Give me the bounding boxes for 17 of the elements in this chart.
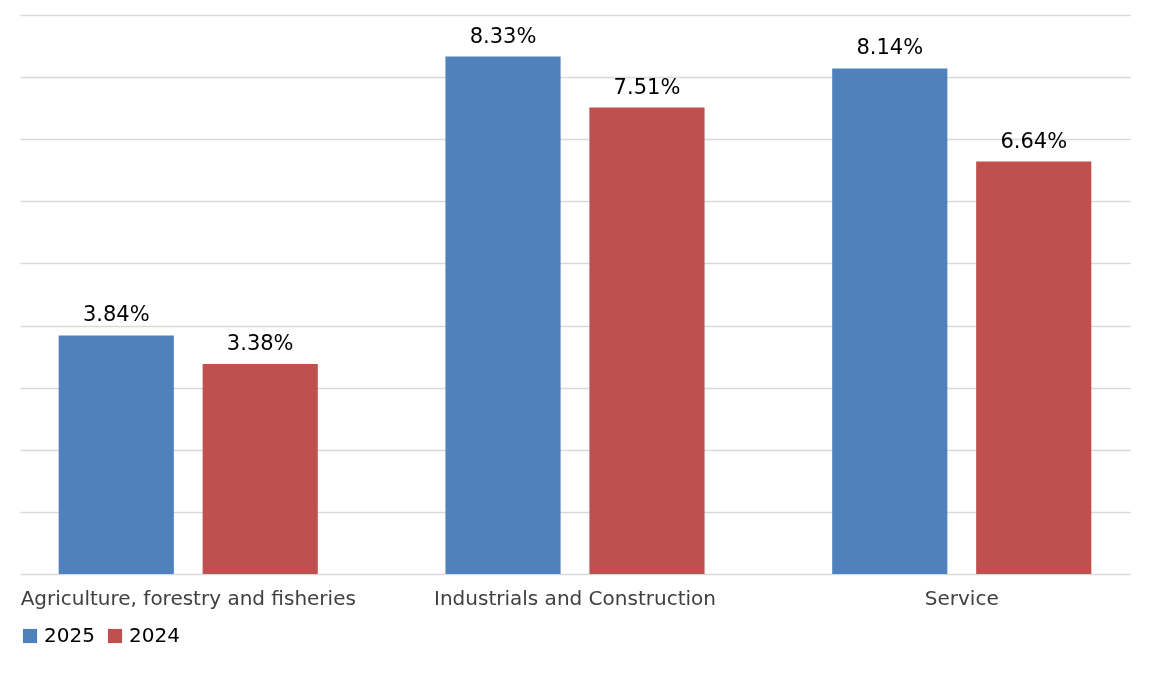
- data-label: 6.64%: [1000, 128, 1068, 153]
- bar: [976, 161, 1092, 574]
- legend-label: 2024: [129, 623, 180, 647]
- bar: [589, 107, 705, 574]
- bar: [58, 335, 174, 574]
- x-tick-label: Agriculture, forestry and fisheries: [20, 585, 356, 610]
- x-tick-label: Service: [924, 585, 999, 610]
- bar: [832, 68, 948, 574]
- bar: [202, 364, 318, 574]
- legend-label: 2025: [44, 623, 95, 647]
- data-label: 8.14%: [856, 35, 924, 60]
- x-tick-label: Industrials and Construction: [434, 585, 716, 610]
- data-label: 3.84%: [82, 302, 150, 327]
- bar: [445, 56, 561, 574]
- data-label: 7.51%: [613, 74, 681, 99]
- data-label: 8.33%: [469, 23, 537, 48]
- data-label: 3.38%: [226, 331, 294, 356]
